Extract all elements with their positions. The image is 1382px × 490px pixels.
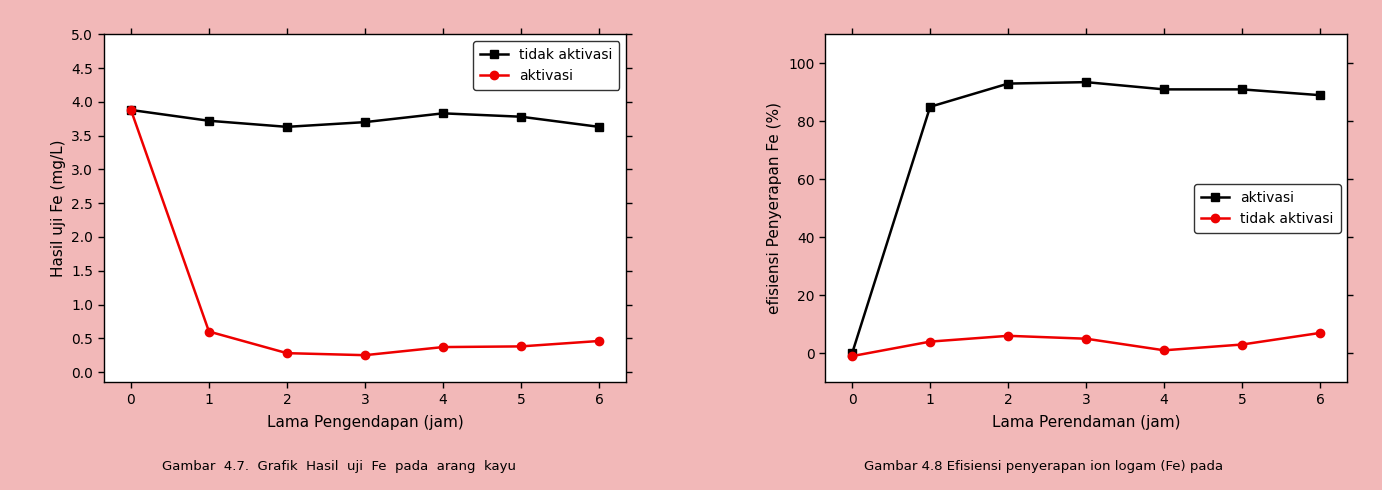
aktivasi	[435, 344, 452, 350]
Text: Gambar  4.7.  Grafik  Hasil  uji  Fe  pada  arang  kayu: Gambar 4.7. Grafik Hasil uji Fe pada ara…	[162, 461, 515, 473]
tidak aktivasi	[1234, 342, 1251, 347]
tidak aktivasi	[844, 353, 861, 359]
aktivasi	[922, 104, 938, 110]
tidak aktivasi	[357, 119, 373, 125]
tidak aktivasi	[999, 333, 1016, 339]
tidak aktivasi	[513, 114, 529, 120]
Line: aktivasi: aktivasi	[849, 78, 1324, 357]
tidak aktivasi	[1312, 330, 1328, 336]
aktivasi	[357, 352, 373, 358]
aktivasi	[200, 329, 217, 335]
aktivasi	[123, 107, 140, 113]
aktivasi	[999, 81, 1016, 87]
Line: tidak aktivasi: tidak aktivasi	[127, 106, 603, 131]
tidak aktivasi	[279, 124, 296, 130]
Legend: aktivasi, tidak aktivasi: aktivasi, tidak aktivasi	[1194, 184, 1341, 233]
Line: aktivasi: aktivasi	[127, 106, 603, 359]
tidak aktivasi	[1078, 336, 1095, 342]
aktivasi	[1234, 86, 1251, 92]
aktivasi	[513, 343, 529, 349]
aktivasi	[1078, 79, 1095, 85]
aktivasi	[1312, 92, 1328, 98]
aktivasi	[844, 350, 861, 356]
Y-axis label: efisiensi Penyerapan Fe (%): efisiensi Penyerapan Fe (%)	[767, 102, 782, 314]
tidak aktivasi	[590, 124, 607, 130]
tidak aktivasi	[435, 110, 452, 116]
tidak aktivasi	[922, 339, 938, 344]
tidak aktivasi	[123, 107, 140, 113]
Text: Gambar 4.8 Efisiensi penyerapan ion logam (Fe) pada: Gambar 4.8 Efisiensi penyerapan ion loga…	[864, 461, 1223, 473]
aktivasi	[279, 350, 296, 356]
Line: tidak aktivasi: tidak aktivasi	[849, 329, 1324, 360]
X-axis label: Lama Pengendapan (jam): Lama Pengendapan (jam)	[267, 415, 463, 430]
Y-axis label: Hasil uji Fe (mg/L): Hasil uji Fe (mg/L)	[51, 140, 66, 277]
tidak aktivasi	[200, 118, 217, 123]
aktivasi	[1155, 86, 1172, 92]
X-axis label: Lama Perendaman (jam): Lama Perendaman (jam)	[992, 415, 1180, 430]
aktivasi	[590, 338, 607, 344]
tidak aktivasi	[1155, 347, 1172, 353]
Legend: tidak aktivasi, aktivasi: tidak aktivasi, aktivasi	[473, 41, 619, 90]
